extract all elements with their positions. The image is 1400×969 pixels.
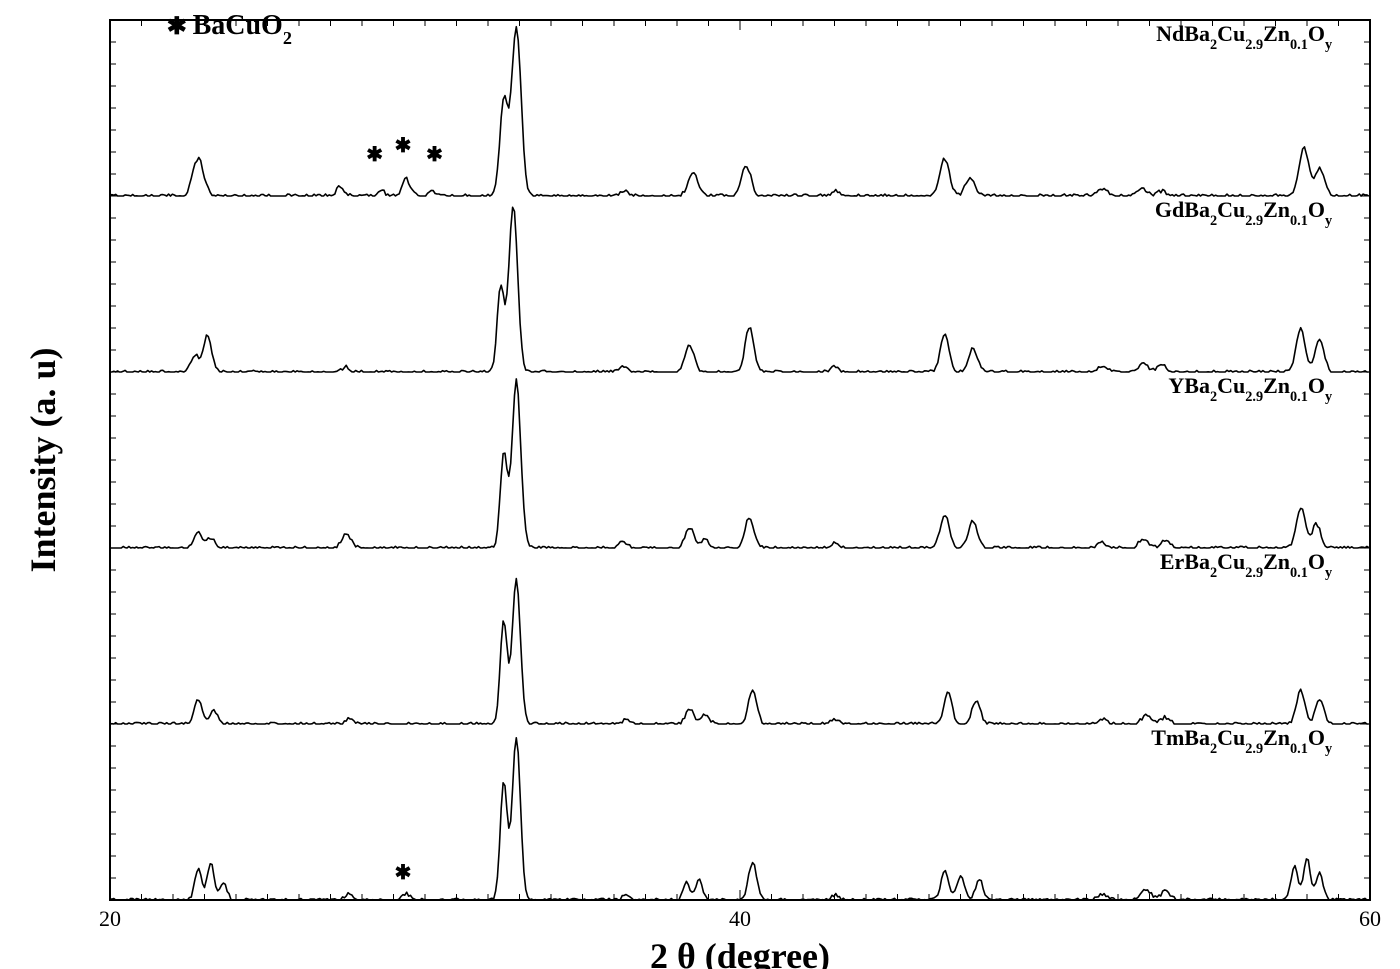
impurity-marker: ✱ — [366, 144, 383, 166]
x-tick-label: 40 — [729, 906, 751, 931]
xrd-trace — [110, 27, 1369, 196]
xrd-stacked-plot: { "figure": { "width": 1400, "height": 9… — [0, 0, 1400, 969]
xrd-trace — [110, 379, 1369, 548]
y-axis-label: Intensity (a. u) — [23, 347, 63, 572]
series-label: GdBa2Cu2.9Zn0.1Oy — [1155, 197, 1333, 229]
series-label: ErBa2Cu2.9Zn0.1Oy — [1160, 549, 1333, 581]
xrd-trace — [110, 738, 1369, 900]
plot-frame — [110, 20, 1370, 900]
impurity-marker: ✱ — [426, 144, 443, 166]
series-label: TmBa2Cu2.9Zn0.1Oy — [1151, 725, 1333, 757]
x-tick-label: 60 — [1359, 906, 1381, 931]
x-axis-label: 2 θ (degree) — [650, 936, 830, 969]
xrd-trace — [110, 579, 1369, 724]
impurity-marker: ✱ — [395, 135, 412, 157]
xrd-trace — [110, 207, 1369, 372]
series-label: YBa2Cu2.9Zn0.1Oy — [1168, 373, 1333, 405]
x-tick-label: 20 — [99, 906, 121, 931]
plot-svg: 2040602 θ (degree)Intensity (a. u)NdBa2C… — [0, 0, 1400, 969]
impurity-marker: ✱ — [395, 862, 412, 884]
legend: ✱ BaCuO2 — [167, 10, 292, 48]
